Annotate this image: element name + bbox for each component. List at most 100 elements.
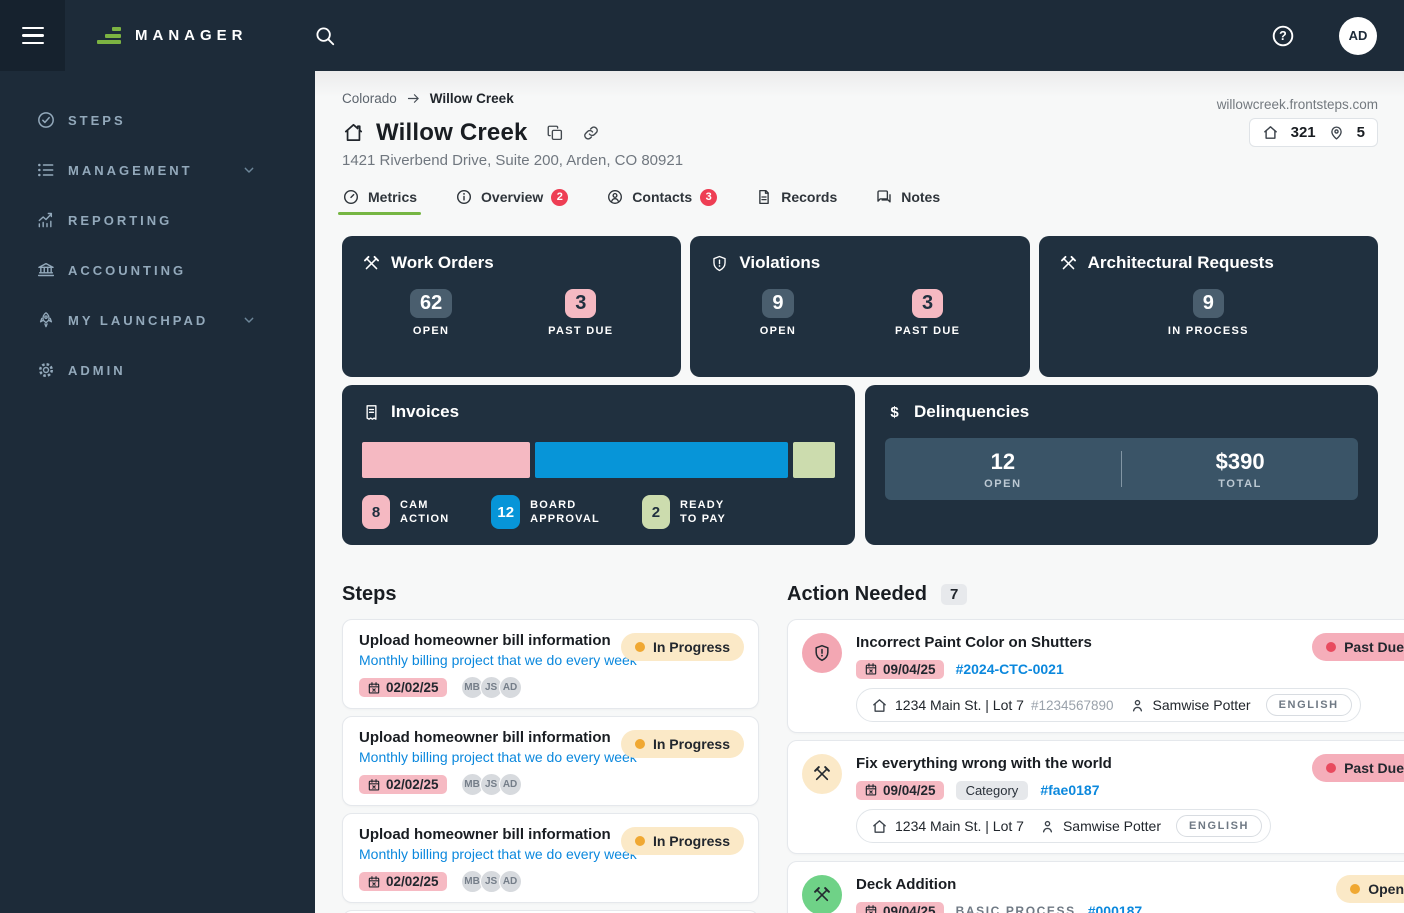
step-item[interactable]: Upload homeowner bill information Monthl… <box>342 619 759 709</box>
action-count-badge: 7 <box>941 584 968 605</box>
svg-text:?: ? <box>1279 29 1287 43</box>
architectural-requests-card: Architectural Requests 9 IN PROCESS <box>1038 236 1378 377</box>
search-icon[interactable] <box>314 25 336 47</box>
crossed-tools-icon <box>1059 254 1078 273</box>
due-date-badge: 02/02/25 <box>359 872 447 891</box>
user-avatar[interactable]: AD <box>1339 16 1377 55</box>
status-dot <box>634 642 645 652</box>
step-item[interactable]: Upload homeowner bill information Monthl… <box>342 716 759 806</box>
topbar: MANAGER ? AD <box>0 0 1404 71</box>
sidebar-item-accounting[interactable]: ACCOUNTING <box>0 245 315 295</box>
home-icon <box>871 697 888 714</box>
check-circle-icon <box>36 110 56 130</box>
sidebar-item-label: STEPS <box>68 112 126 128</box>
action-item[interactable]: Deck Addition 09/04/25 BASIC PROCESS #00… <box>787 861 1404 913</box>
sidebar-item-admin[interactable]: ADMIN <box>0 345 315 395</box>
copy-icon[interactable] <box>546 124 564 142</box>
bank-icon <box>36 260 56 280</box>
house-icon <box>342 121 365 144</box>
due-date-badge: 09/04/25 <box>856 780 944 800</box>
step-project-link[interactable]: Monthly billing project that we do every… <box>359 749 637 765</box>
status-badge: In Progress <box>620 633 744 661</box>
action-item[interactable]: Fix everything wrong with the world 09/0… <box>787 740 1404 854</box>
reference-link[interactable]: #fae0187 <box>1040 782 1100 798</box>
status-badge: Open <box>1336 875 1404 903</box>
sidebar-item-management[interactable]: MANAGEMENT <box>0 145 315 195</box>
assignee-avatars: MB JS AD <box>460 870 522 893</box>
resident-name: Samwise Potter <box>1062 818 1161 834</box>
status-badge: Past Due <box>1312 633 1404 661</box>
shield-icon <box>710 254 729 273</box>
calendar-icon <box>367 875 381 889</box>
steps-logo-icon <box>97 27 121 45</box>
property-meta-box: 1234 Main St. | Lot 7 Samwise Potter ENG… <box>856 809 1272 843</box>
home-icon <box>871 818 888 835</box>
delinquencies-panel: 12 OPEN $390 TOTAL <box>885 438 1358 500</box>
brand-name: MANAGER <box>135 27 248 44</box>
sidebar-item-reporting[interactable]: REPORTING <box>0 195 315 245</box>
chevron-down-icon <box>241 312 257 328</box>
legend-cam-action: 8 CAM ACTION <box>362 495 449 529</box>
step-project-link[interactable]: Monthly billing project that we do every… <box>359 846 637 862</box>
work-order-type-circle <box>802 754 842 794</box>
account-number: #1234567890 <box>1030 697 1114 713</box>
delinquencies-card: $ Delinquencies 12 OPEN $390 TOTAL <box>865 385 1378 545</box>
community-address: 1421 Riverbend Drive, Suite 200, Arden, … <box>342 152 684 169</box>
action-item[interactable]: Incorrect Paint Color on Shutters 09/04/… <box>787 619 1404 733</box>
units-count: 321 <box>1290 124 1316 141</box>
status-dot <box>1326 763 1337 773</box>
legend-ready-to-pay: 2 READY TO PAY <box>641 495 726 529</box>
link-icon[interactable] <box>582 124 600 142</box>
person-icon <box>1039 818 1056 835</box>
action-needed-section: Action Needed 7 Incorrect Paint Color on… <box>787 583 1404 913</box>
list-icon <box>36 160 56 180</box>
category-chip: Category <box>955 780 1029 800</box>
tab-metrics[interactable]: Metrics <box>337 188 422 215</box>
sidebar-item-label: REPORTING <box>68 212 173 228</box>
status-badge: Past Due <box>1312 754 1404 782</box>
info-icon <box>455 188 473 206</box>
reference-link[interactable]: #2024-CTC-0021 <box>955 661 1064 677</box>
tab-notes[interactable]: Notes <box>875 188 940 215</box>
stat-open: 9 OPEN <box>760 289 796 337</box>
divider <box>1120 451 1123 487</box>
gauge-icon <box>342 188 360 206</box>
due-date-badge: 09/04/25 <box>856 659 944 679</box>
steps-section: Steps Upload homeowner bill information … <box>342 583 759 913</box>
receipt-icon <box>362 403 381 422</box>
sidebar: STEPS MANAGEMENT REPORTING ACCOUNTING MY… <box>0 71 315 913</box>
sidebar-item-my-launchpad[interactable]: MY LAUNCHPAD <box>0 295 315 345</box>
action-needed-heading: Action Needed <box>787 583 928 605</box>
bar-segment-cam-action <box>362 442 531 478</box>
bar-segment-board-approval <box>535 442 788 478</box>
breadcrumb-current: Willow Creek <box>429 91 514 106</box>
crossed-hammers-icon <box>362 254 381 273</box>
reference-link[interactable]: #000187 <box>1087 903 1143 913</box>
due-date-badge: 02/02/25 <box>359 678 447 697</box>
tab-overview[interactable]: Overview 2 <box>455 188 569 215</box>
status-badge: In Progress <box>620 827 744 855</box>
invoices-stacked-bar <box>362 442 835 478</box>
hamburger-menu-button[interactable] <box>0 0 65 71</box>
status-dot <box>634 836 645 846</box>
locations-count: 5 <box>1356 124 1365 141</box>
help-icon[interactable]: ? <box>1271 24 1295 48</box>
main-content: Colorado Willow Creek willowcreek.fronts… <box>315 71 1404 913</box>
invoices-legend: 8 CAM ACTION 12 BOARD APPROVAL 2 READY TO P… <box>362 495 835 529</box>
sidebar-item-label: MANAGEMENT <box>68 162 193 178</box>
step-project-link[interactable]: Monthly billing project that we do every… <box>359 652 637 668</box>
step-item[interactable]: Upload homeowner bill information Monthl… <box>342 813 759 903</box>
hamburger-icon <box>21 26 44 45</box>
stat-in-process: 9 IN PROCESS <box>1168 289 1249 337</box>
delinquencies-total: $390 TOTAL <box>1215 448 1265 490</box>
calendar-icon <box>367 681 381 695</box>
language-badge: ENGLISH <box>1265 694 1352 716</box>
tab-records[interactable]: Records <box>755 188 837 215</box>
breadcrumb-parent[interactable]: Colorado <box>342 91 397 106</box>
property-address: 1234 Main St. | Lot 7 <box>895 818 1024 834</box>
sidebar-item-steps[interactable]: STEPS <box>0 95 315 145</box>
tab-contacts[interactable]: Contacts 3 <box>606 188 718 215</box>
resident-name: Samwise Potter <box>1152 697 1251 713</box>
property-meta-box: 1234 Main St. | Lot 7 #1234567890 Samwis… <box>856 688 1361 722</box>
violations-card: Violations 9 OPEN 3 PAST DUE <box>690 236 1030 377</box>
